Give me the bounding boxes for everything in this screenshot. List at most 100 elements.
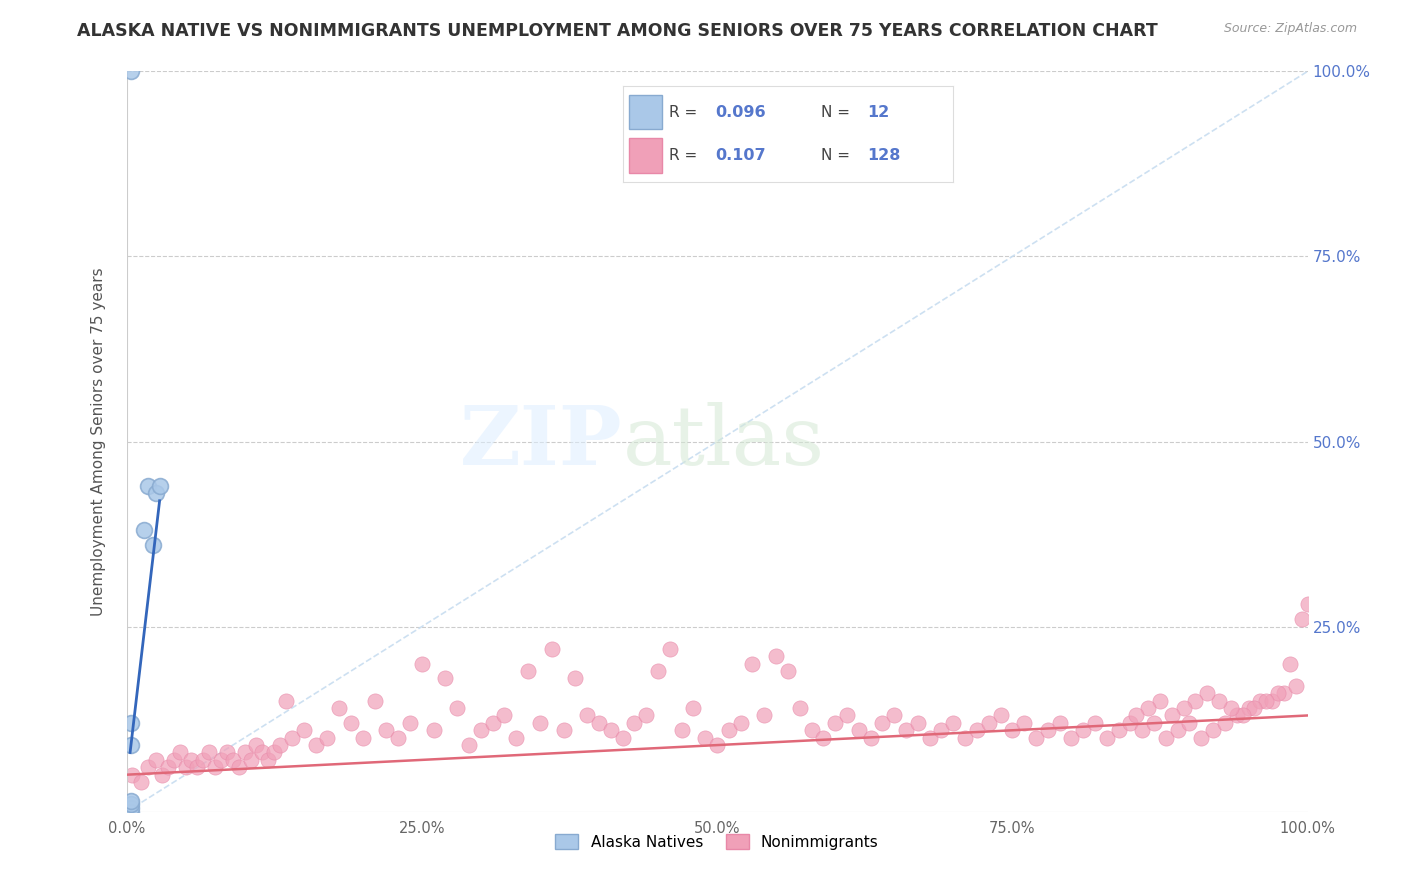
Point	[1149, 694, 1171, 708]
Point	[1108, 723, 1130, 738]
Point	[505, 731, 527, 745]
Point	[120, 794, 142, 808]
Point	[1249, 694, 1271, 708]
Point	[1001, 723, 1024, 738]
Point	[717, 723, 740, 738]
Point	[1197, 686, 1219, 700]
Point	[1167, 723, 1189, 738]
Point	[813, 731, 835, 745]
Point	[233, 746, 256, 760]
Point	[1237, 701, 1260, 715]
Point	[953, 731, 976, 745]
Point	[149, 479, 172, 493]
Point	[136, 479, 159, 493]
Point	[540, 641, 562, 656]
Point	[387, 731, 409, 745]
Point	[907, 715, 929, 730]
Point	[636, 708, 658, 723]
Point	[942, 715, 965, 730]
Point	[156, 760, 179, 774]
Point	[239, 753, 262, 767]
Point	[1189, 731, 1212, 745]
Point	[553, 723, 575, 738]
Point	[1296, 598, 1319, 612]
Point	[204, 760, 226, 774]
Point	[1272, 686, 1295, 700]
Point	[363, 694, 385, 708]
Point	[434, 672, 457, 686]
Point	[180, 753, 202, 767]
Point	[776, 664, 799, 678]
Point	[411, 657, 433, 671]
Point	[1178, 715, 1201, 730]
Point	[1173, 701, 1195, 715]
Point	[316, 731, 339, 745]
Point	[1226, 708, 1249, 723]
Point	[1219, 701, 1241, 715]
Text: ALASKA NATIVE VS NONIMMIGRANTS UNEMPLOYMENT AMONG SENIORS OVER 75 YEARS CORRELAT: ALASKA NATIVE VS NONIMMIGRANTS UNEMPLOYM…	[77, 22, 1159, 40]
Point	[754, 708, 776, 723]
Point	[470, 723, 492, 738]
Point	[169, 746, 191, 760]
Point	[765, 649, 787, 664]
Point	[145, 486, 167, 500]
Y-axis label: Unemployment Among Seniors over 75 years: Unemployment Among Seniors over 75 years	[91, 268, 105, 615]
Point	[859, 731, 882, 745]
Point	[120, 715, 142, 730]
Point	[281, 731, 304, 745]
Point	[824, 715, 846, 730]
Point	[141, 538, 163, 552]
Point	[800, 723, 823, 738]
Point	[1143, 715, 1166, 730]
Point	[174, 760, 197, 774]
Point	[1049, 715, 1071, 730]
Point	[120, 801, 142, 815]
Point	[1285, 679, 1308, 693]
Point	[977, 715, 1000, 730]
Text: atlas: atlas	[623, 401, 825, 482]
Point	[120, 738, 142, 752]
Point	[263, 746, 285, 760]
Point	[399, 715, 422, 730]
Point	[328, 701, 350, 715]
Point	[257, 753, 280, 767]
Point	[564, 672, 586, 686]
Point	[136, 760, 159, 774]
Point	[494, 708, 516, 723]
Point	[671, 723, 693, 738]
Point	[215, 746, 238, 760]
Point	[529, 715, 551, 730]
Point	[1036, 723, 1059, 738]
Point	[1267, 686, 1289, 700]
Point	[193, 753, 215, 767]
Point	[1071, 723, 1094, 738]
Point	[695, 731, 717, 745]
Point	[1278, 657, 1301, 671]
Point	[458, 738, 481, 752]
Point	[134, 524, 156, 538]
Point	[1261, 694, 1284, 708]
Point	[835, 708, 858, 723]
Point	[186, 760, 208, 774]
Point	[245, 738, 267, 752]
Point	[1243, 701, 1265, 715]
Point	[163, 753, 186, 767]
Point	[292, 723, 315, 738]
Point	[588, 715, 610, 730]
Point	[966, 723, 988, 738]
Point	[1130, 723, 1153, 738]
Point	[150, 767, 173, 781]
Point	[1213, 715, 1236, 730]
Point	[1060, 731, 1083, 745]
Point	[706, 738, 728, 752]
Point	[304, 738, 326, 752]
Point	[1095, 731, 1118, 745]
Point	[1025, 731, 1047, 745]
Point	[1184, 694, 1206, 708]
Point	[789, 701, 811, 715]
Point	[682, 701, 704, 715]
Point	[918, 731, 941, 745]
Point	[129, 775, 152, 789]
Point	[481, 715, 503, 730]
Point	[1160, 708, 1182, 723]
